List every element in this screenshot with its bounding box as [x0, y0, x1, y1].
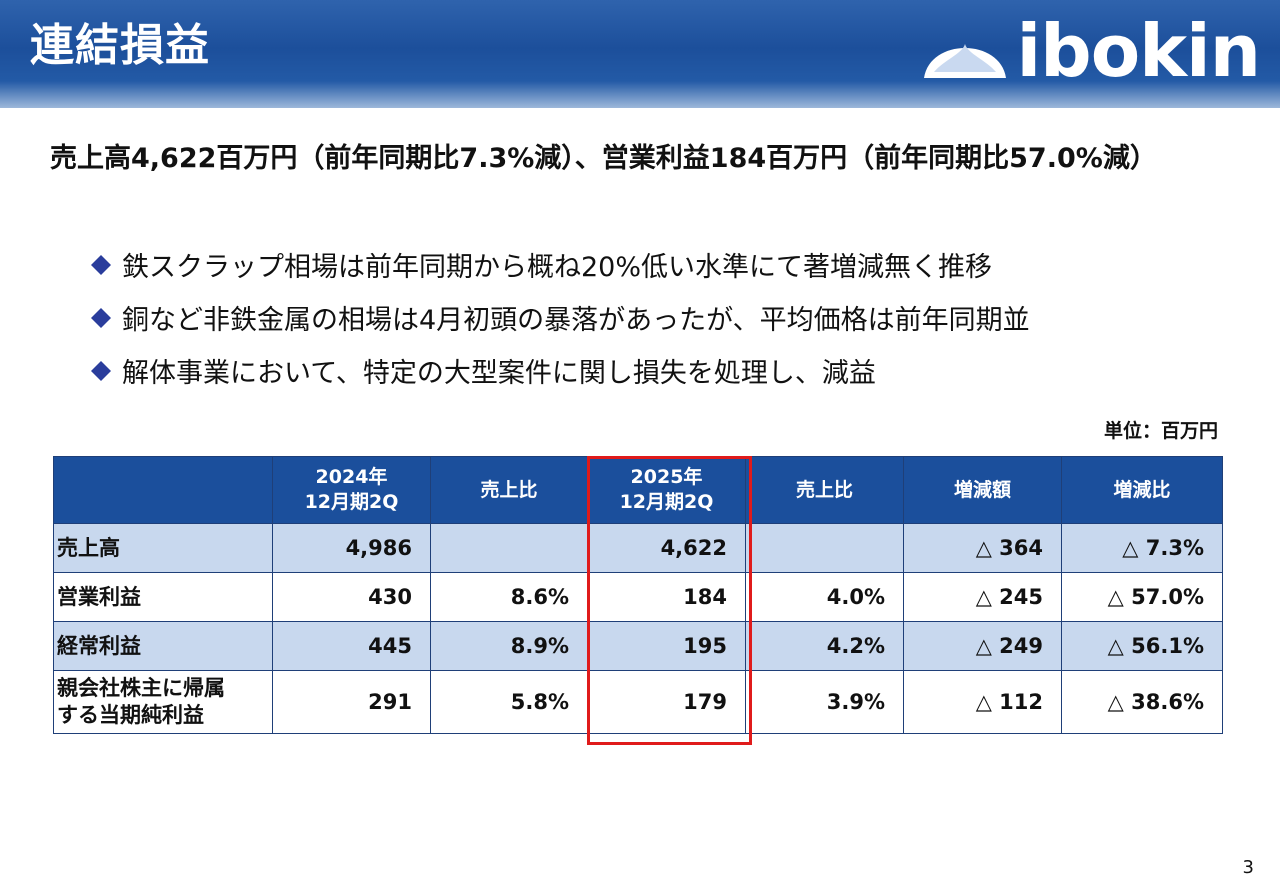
- bullet-text: 銅など非鉄金属の相場は4月初頭の暴落があったが、平均価格は前年同期並: [122, 305, 1030, 336]
- bullet-item: 解体事業において、特定の大型案件に関し損失を処理し、減益: [90, 344, 1240, 397]
- row-label: 営業利益: [53, 572, 273, 622]
- value-2025: 184: [587, 572, 746, 622]
- diff-value: △ 112: [903, 670, 1062, 734]
- header-cell-diff: 増減額: [903, 456, 1062, 524]
- diff-ratio: △ 7.3%: [1061, 523, 1223, 573]
- header-cell-ratio-2025: 売上比: [745, 456, 904, 524]
- header-cell-ratio-2024: 売上比: [430, 456, 588, 524]
- value-2024: 291: [272, 670, 431, 734]
- page-number: 3: [1242, 857, 1254, 878]
- table-row: 経常利益 445 8.9% 195 4.2% △ 249 △ 56.1%: [53, 621, 1223, 671]
- ratio-2024: 5.8%: [430, 670, 588, 734]
- financial-table: 2024年 12月期2Q 売上比 2025年 12月期2Q 売上比 増減額 増減…: [53, 456, 1223, 734]
- value-2025: 179: [587, 670, 746, 734]
- unit-label: 単位：百万円: [1103, 420, 1218, 442]
- table-row: 親会社株主に帰属 する当期純利益 291 5.8% 179 3.9% △ 112…: [53, 670, 1223, 734]
- diff-ratio: △ 57.0%: [1061, 572, 1223, 622]
- header-cell-2024: 2024年 12月期2Q: [272, 456, 431, 524]
- mountain-dome-icon: [924, 44, 1007, 78]
- ratio-2024: 8.9%: [430, 621, 588, 671]
- bullet-item: 鉄スクラップ相場は前年同期から概ね20%低い水準にて著増減無く推移: [90, 238, 1240, 291]
- table-row: 売上高 4,986 4,622 △ 364 △ 7.3%: [53, 523, 1223, 573]
- table-header-row: 2024年 12月期2Q 売上比 2025年 12月期2Q 売上比 増減額 増減…: [53, 456, 1223, 524]
- diff-ratio: △ 38.6%: [1061, 670, 1223, 734]
- bullet-text: 鉄スクラップ相場は前年同期から概ね20%低い水準にて著増減無く推移: [122, 252, 993, 283]
- row-label: 経常利益: [53, 621, 273, 671]
- diff-value: △ 364: [903, 523, 1062, 573]
- value-2024: 430: [272, 572, 431, 622]
- bullet-text: 解体事業において、特定の大型案件に関し損失を処理し、減益: [122, 358, 876, 389]
- ratio-2024: [430, 523, 588, 573]
- page-title: 連結損益: [30, 20, 210, 71]
- company-logo: ibokin: [922, 9, 1261, 93]
- diff-value: △ 249: [903, 621, 1062, 671]
- ratio-2025: 4.2%: [745, 621, 904, 671]
- table-row: 営業利益 430 8.6% 184 4.0% △ 245 △ 57.0%: [53, 572, 1223, 622]
- value-2025: 195: [587, 621, 746, 671]
- ratio-2025: 4.0%: [745, 572, 904, 622]
- ratio-2025: [745, 523, 904, 573]
- diamond-icon: [91, 360, 111, 381]
- title-bar: 連結損益 ibokin: [0, 0, 1280, 108]
- header-cell-diff-ratio: 増減比: [1061, 456, 1223, 524]
- diamond-icon: [91, 254, 111, 275]
- ratio-2024: 8.6%: [430, 572, 588, 622]
- row-label: 売上高: [53, 523, 273, 573]
- diamond-icon: [91, 307, 111, 328]
- value-2024: 4,986: [272, 523, 431, 573]
- header-cell-2025: 2025年 12月期2Q: [587, 456, 746, 524]
- ratio-2025: 3.9%: [745, 670, 904, 734]
- value-2025: 4,622: [587, 523, 746, 573]
- bullet-list: 鉄スクラップ相場は前年同期から概ね20%低い水準にて著増減無く推移 銅など非鉄金…: [90, 238, 1240, 397]
- row-label: 親会社株主に帰属 する当期純利益: [53, 670, 273, 734]
- bullet-item: 銅など非鉄金属の相場は4月初頭の暴落があったが、平均価格は前年同期並: [90, 291, 1240, 344]
- header-cell-blank: [53, 456, 273, 524]
- value-2024: 445: [272, 621, 431, 671]
- diff-ratio: △ 56.1%: [1061, 621, 1223, 671]
- logo-wordmark: ibokin: [1016, 9, 1261, 93]
- diff-value: △ 245: [903, 572, 1062, 622]
- summary-headline: 売上高4,622百万円（前年同期比7.3%減）、営業利益184百万円（前年同期比…: [50, 143, 1157, 174]
